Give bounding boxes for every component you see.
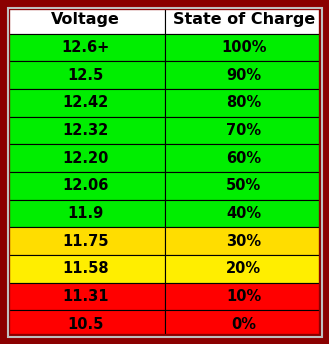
Bar <box>164 255 323 283</box>
Text: 0%: 0% <box>231 317 256 332</box>
Text: 10.5: 10.5 <box>67 317 103 332</box>
Text: 12.6+: 12.6+ <box>61 40 109 55</box>
Text: 40%: 40% <box>226 206 261 221</box>
Bar <box>164 6 323 34</box>
Bar <box>164 200 323 227</box>
Bar <box>6 200 164 227</box>
Bar <box>6 61 164 89</box>
Bar <box>6 144 164 172</box>
Text: 12.20: 12.20 <box>62 151 109 166</box>
Text: 12.06: 12.06 <box>62 178 109 193</box>
Bar <box>164 283 323 310</box>
Text: 12.5: 12.5 <box>67 68 103 83</box>
Bar <box>6 34 164 61</box>
Text: 90%: 90% <box>226 68 261 83</box>
Bar <box>164 144 323 172</box>
Bar <box>164 34 323 61</box>
Text: 11.31: 11.31 <box>62 289 109 304</box>
Bar <box>164 61 323 89</box>
Text: 50%: 50% <box>226 178 261 193</box>
Bar <box>6 172 164 200</box>
Text: 70%: 70% <box>226 123 261 138</box>
Text: 10%: 10% <box>226 289 261 304</box>
Text: 20%: 20% <box>226 261 261 276</box>
Bar <box>164 310 323 338</box>
Text: 11.75: 11.75 <box>62 234 109 249</box>
Text: 100%: 100% <box>221 40 266 55</box>
Bar <box>6 6 164 34</box>
Text: Voltage: Voltage <box>51 12 120 27</box>
Text: 11.58: 11.58 <box>62 261 109 276</box>
Bar <box>164 89 323 117</box>
Text: 11.9: 11.9 <box>67 206 103 221</box>
Bar <box>164 172 323 200</box>
Bar <box>6 117 164 144</box>
Text: 12.32: 12.32 <box>62 123 108 138</box>
Bar <box>6 255 164 283</box>
Bar <box>6 283 164 310</box>
Text: State of Charge: State of Charge <box>173 12 315 27</box>
Bar <box>6 227 164 255</box>
Text: 30%: 30% <box>226 234 261 249</box>
Text: 12.42: 12.42 <box>62 95 108 110</box>
Text: 80%: 80% <box>226 95 261 110</box>
Bar <box>164 117 323 144</box>
Text: 60%: 60% <box>226 151 261 166</box>
Bar <box>6 310 164 338</box>
Bar <box>6 89 164 117</box>
Bar <box>164 227 323 255</box>
